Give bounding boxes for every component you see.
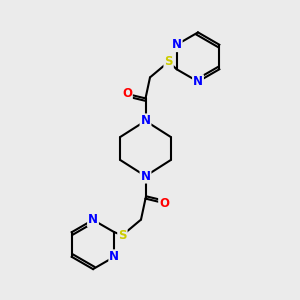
- Text: N: N: [88, 213, 98, 226]
- Text: S: S: [164, 55, 173, 68]
- Text: O: O: [159, 196, 169, 210]
- Text: N: N: [172, 38, 182, 51]
- Text: S: S: [118, 229, 127, 242]
- Text: N: N: [109, 250, 119, 263]
- Text: O: O: [122, 87, 132, 101]
- Text: N: N: [140, 114, 151, 128]
- Text: N: N: [140, 169, 151, 183]
- Text: N: N: [193, 75, 203, 88]
